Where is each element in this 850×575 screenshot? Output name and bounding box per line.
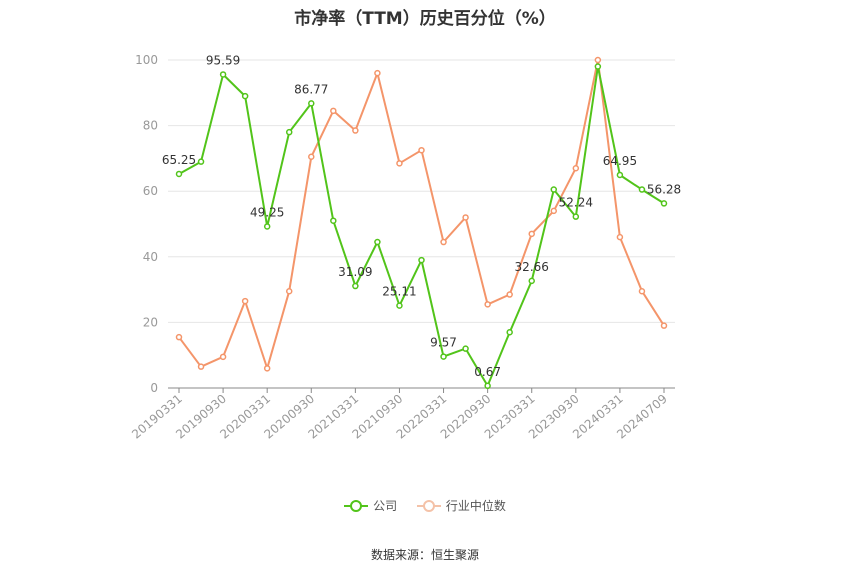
y-tick-label: 100 (135, 53, 158, 67)
data-point-company (660, 200, 668, 207)
data-point-company (638, 186, 646, 193)
legend-label-company: 公司 (373, 499, 398, 513)
data-point-company (616, 171, 624, 179)
data-label: 86.77 (294, 82, 328, 96)
data-point-company (197, 158, 205, 165)
data-point-industry-median (572, 164, 580, 172)
data-point-company (440, 353, 447, 360)
data-point-industry-median (263, 365, 271, 372)
data-point-company (352, 282, 359, 290)
data-label: 0.67 (474, 365, 501, 379)
legend-label-industry-median: 行业中位数 (445, 499, 506, 513)
data-point-company (396, 302, 403, 309)
data-point-company (594, 63, 602, 70)
data-point-industry-median (462, 214, 469, 221)
data-point-company (285, 128, 293, 136)
data-point-industry-median (396, 160, 403, 167)
data-label: 64.95 (603, 154, 637, 168)
data-point-company (330, 217, 337, 224)
legend-swatch-industry-icon (416, 499, 441, 513)
legend-item-industry-median[interactable]: 行业中位数 (416, 497, 506, 514)
data-label: 65.25 (162, 153, 196, 167)
y-tick-label: 60 (143, 184, 158, 198)
y-tick-label: 0 (150, 381, 158, 395)
data-label: 52.24 (559, 196, 593, 210)
legend-item-company[interactable]: 公司 (344, 497, 397, 514)
chart-legend: 公司 行业中位数 (0, 497, 850, 516)
data-point-industry-median (175, 333, 183, 341)
data-label: 49.25 (250, 205, 284, 219)
data-point-industry-median (506, 291, 513, 298)
data-point-industry-median (285, 287, 293, 295)
y-tick-label: 20 (143, 315, 158, 329)
data-label: 56.28 (647, 182, 681, 196)
data-point-industry-median (308, 153, 315, 161)
data-point-industry-median (330, 107, 337, 115)
data-label: 9.57 (430, 336, 457, 350)
data-point-company (175, 170, 183, 178)
data-point-company (308, 100, 315, 107)
data-point-industry-median (374, 69, 381, 77)
line-chart: 0204060801002019033120190930202003312020… (129, 53, 681, 442)
data-point-industry-median (352, 127, 359, 134)
y-tick-label: 40 (143, 250, 158, 264)
data-point-company (462, 345, 469, 352)
data-label: 95.59 (206, 53, 240, 67)
chart-title: 市净率（TTM）历史百分位（%） (294, 9, 556, 29)
data-point-company (528, 277, 535, 285)
data-point-company (219, 71, 227, 78)
data-point-industry-median (219, 353, 227, 361)
series-line-company (178, 65, 665, 387)
data-point-company (263, 223, 271, 230)
data-point-industry-median (594, 56, 602, 64)
data-point-industry-median (241, 297, 249, 305)
data-point-company (572, 213, 580, 220)
data-point-industry-median (550, 207, 558, 215)
y-tick-label: 80 (143, 119, 158, 133)
data-point-company (550, 186, 558, 193)
data-point-industry-median (418, 146, 425, 154)
data-point-industry-median (616, 233, 624, 241)
data-label: 25.11 (382, 285, 416, 299)
data-label: 31.09 (338, 265, 372, 279)
data-point-industry-median (638, 287, 646, 295)
data-point-company (374, 238, 381, 246)
data-point-industry-median (440, 238, 447, 246)
data-source-note: 数据来源：恒生聚源 (370, 548, 479, 562)
data-label: 32.66 (515, 260, 549, 274)
data-point-company (484, 382, 491, 390)
data-point-company (506, 328, 513, 336)
data-point-industry-median (197, 363, 205, 370)
data-point-industry-median (660, 322, 668, 329)
legend-swatch-company-icon (344, 499, 369, 513)
data-point-company (418, 256, 425, 264)
data-point-industry-median (484, 301, 491, 308)
data-point-industry-median (528, 230, 535, 238)
data-point-company (241, 92, 249, 100)
